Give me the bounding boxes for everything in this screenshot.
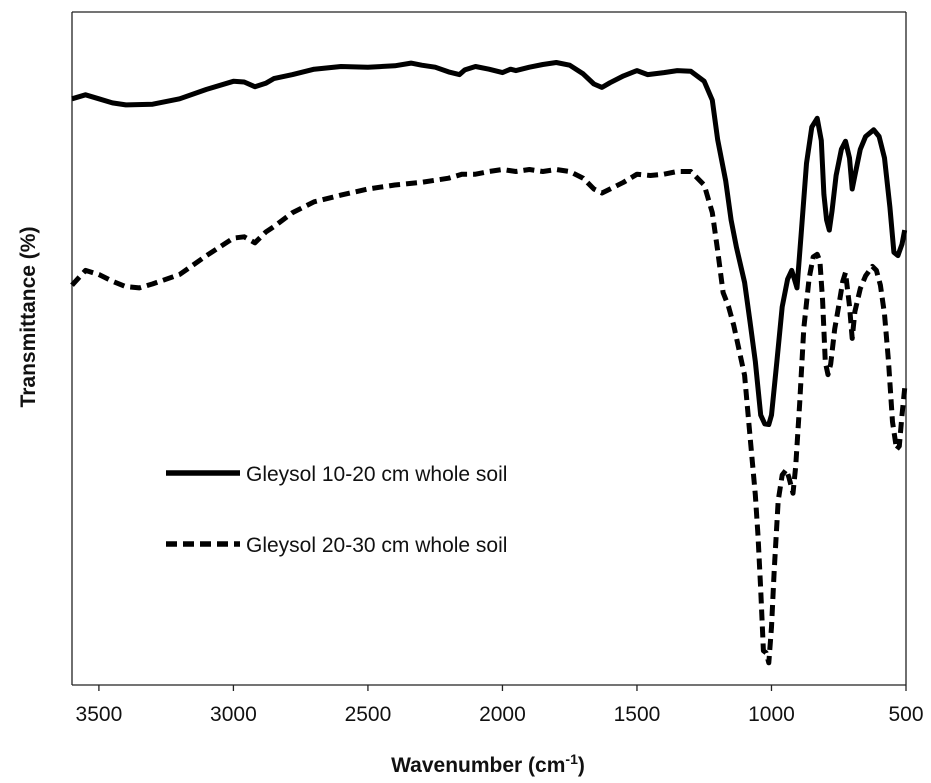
x-tick-label: 1000: [748, 703, 795, 726]
x-tick-label: 2000: [479, 703, 526, 726]
series-layer: [70, 60, 908, 666]
x-axis-title: Wavenumber (cm-1): [391, 751, 585, 777]
x-tick-label: 500: [888, 703, 923, 726]
x-tick-label: 2500: [345, 703, 392, 726]
legend-label-series-2: Gleysol 20-30 cm whole soil: [246, 534, 507, 557]
x-tick-label: 3500: [76, 703, 123, 726]
series-line-1: [71, 60, 908, 427]
x-axis-title-main: Wavenumber (cm: [391, 754, 565, 777]
x-axis-ticks: 3500 3000 2500 2000 1500 1000 500: [76, 685, 924, 726]
series-line-2: [70, 167, 908, 666]
y-axis-title: Transmittance (%): [17, 227, 40, 408]
x-tick-label: 1500: [614, 703, 661, 726]
legend: Gleysol 10-20 cm whole soil Gleysol 20-3…: [166, 463, 507, 557]
x-axis-title-suffix: ): [578, 754, 585, 777]
plot-frame: [71, 11, 907, 686]
x-axis-title-superscript: -1: [565, 751, 578, 767]
legend-label-series-1: Gleysol 10-20 cm whole soil: [246, 463, 507, 486]
x-tick-label: 3000: [210, 703, 257, 726]
